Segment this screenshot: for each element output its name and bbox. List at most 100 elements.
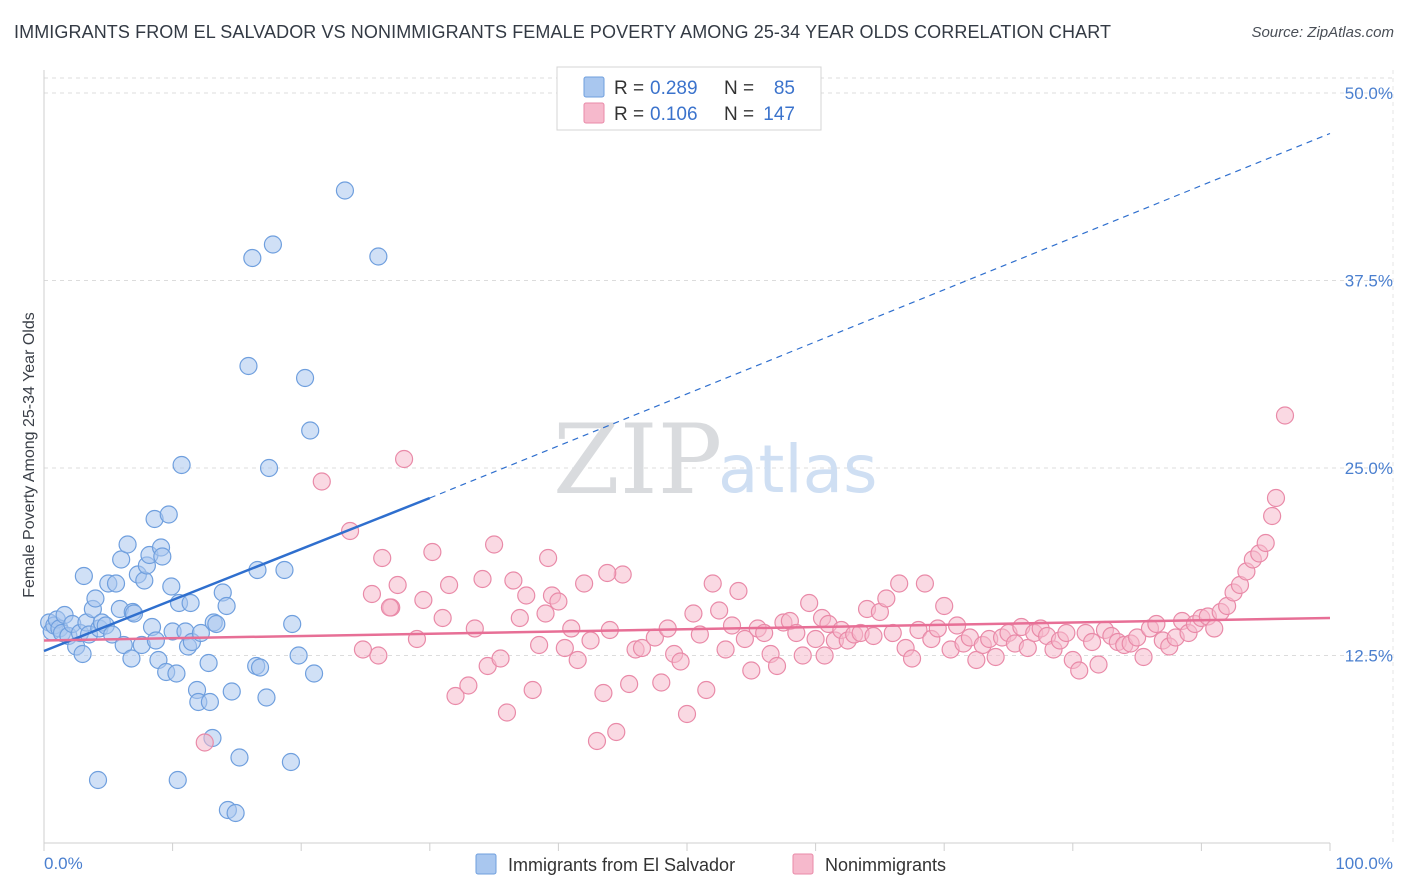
data-point-1-144 [380,598,400,617]
data-point-1-10 [414,590,433,610]
data-point-0-47 [172,455,191,475]
data-point-0-75 [281,752,301,772]
data-point-0-16 [86,589,105,608]
data-point-0-56 [200,692,219,712]
data-point-0-59 [207,614,226,634]
data-point-1-57 [735,629,754,649]
data-point-1-83 [902,649,922,668]
data-point-0-81 [335,181,355,200]
data-point-0-72 [259,458,279,478]
data-point-1-80 [883,623,902,643]
data-point-1-109 [1070,661,1089,680]
data-point-1-17 [473,569,492,589]
data-point-1-118 [1127,628,1147,647]
legend-r-value-1: 0.289 [650,78,698,99]
data-point-1-52 [703,574,722,593]
data-point-1-87 [928,619,947,638]
data-point-0-42 [159,505,178,524]
data-point-1-93 [967,650,986,670]
data-point-0-66 [239,356,258,376]
data-point-1-79 [877,589,896,608]
legend-swatch-immigrants [583,76,605,98]
data-point-0-70 [250,658,270,677]
y-axis-label: Female Poverty Among 25-34 Year Olds [21,312,38,598]
data-point-1-24 [517,586,536,605]
trend-line-extension-0 [429,132,1331,499]
data-point-1-139 [1263,506,1282,526]
trend-line-0 [43,496,431,653]
data-point-0-55 [199,653,218,673]
data-point-0-84 [168,770,187,790]
data-point-1-96 [986,647,1005,667]
data-point-0-67 [243,248,262,268]
data-point-0-74 [275,560,294,580]
data-point-0-63 [222,682,241,701]
x-tick-max: 100.0% [1335,854,1393,873]
data-point-1-44 [652,673,671,692]
data-point-0-82 [88,770,108,790]
axes [43,70,1331,851]
data-point-1-26 [530,635,549,655]
data-point-1-7 [388,575,407,595]
legend-n-value-1: 85 [774,78,795,99]
data-point-1-16 [465,619,484,638]
data-point-0-64 [226,803,245,823]
data-point-1-34 [581,631,600,650]
data-point-1-143 [598,563,617,583]
data-point-0-78 [295,368,315,388]
data-point-1-19 [485,535,504,554]
series-nonimmigrants [195,406,1295,752]
data-point-1-0 [195,733,214,752]
data-point-0-77 [289,646,308,665]
data-point-1-141 [1275,406,1295,425]
data-point-1-58 [742,661,761,680]
chart-title: IMMIGRANTS FROM EL SALVADOR VS NONIMMIGR… [14,22,1112,42]
data-point-0-11 [73,644,92,664]
data-point-0-22 [106,574,126,593]
trend-lines [43,132,1331,653]
data-point-1-1 [312,472,331,491]
data-point-1-54 [716,640,735,659]
data-point-1-47 [671,652,690,671]
data-point-1-49 [684,604,703,623]
data-point-0-24 [112,550,131,569]
y-tick-label-2: 37.5% [1345,272,1393,291]
data-point-0-71 [257,688,276,707]
y-tick-label-0: 12.5% [1345,647,1393,666]
data-point-1-138 [1256,533,1275,553]
data-point-1-21 [497,703,517,722]
data-point-1-8 [394,449,414,469]
data-point-1-66 [793,646,812,665]
data-point-1-20 [491,649,510,668]
data-point-1-40 [620,674,639,694]
data-point-1-107 [1057,623,1076,643]
watermark: ZIP atlas [553,404,878,516]
data-point-1-55 [722,616,742,635]
data-point-1-67 [800,593,819,613]
data-point-0-37 [146,631,165,650]
data-point-1-15 [459,676,478,695]
data-point-1-51 [697,680,716,700]
data-point-0-27 [122,649,141,668]
data-point-1-140 [1266,488,1286,508]
series-legend: Immigrants from El Salvador Nonimmigrant… [475,853,946,875]
data-point-1-56 [729,581,748,601]
legend-n-value-2: 147 [763,104,795,125]
data-point-1-77 [864,626,883,646]
data-point-1-3 [362,584,382,604]
data-point-0-32 [135,571,154,590]
data-point-0-79 [301,421,320,440]
data-point-1-22 [504,571,523,590]
bottom-legend-nonimmigrants: Nonimmigrants [825,855,946,875]
data-point-0-80 [304,664,324,683]
data-point-0-76 [283,614,302,634]
data-point-1-119 [1134,647,1153,667]
chart-source: Source: ZipAtlas.com [1251,24,1394,41]
data-point-1-4 [369,646,388,665]
data-point-0-73 [263,235,283,254]
data-point-1-112 [1089,655,1108,674]
data-point-0-25 [114,635,133,655]
data-point-1-5 [373,548,392,568]
data-point-1-111 [1082,632,1102,652]
legend-r-label-1: R = [614,78,644,99]
